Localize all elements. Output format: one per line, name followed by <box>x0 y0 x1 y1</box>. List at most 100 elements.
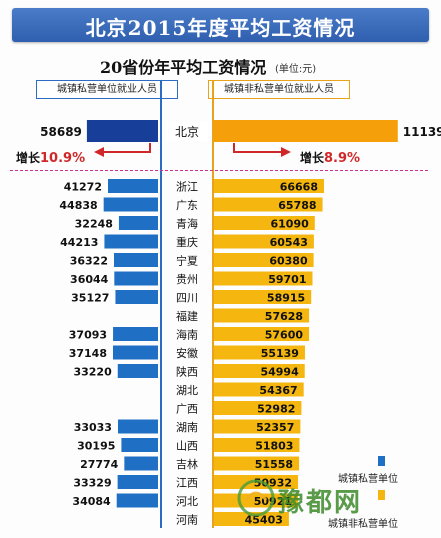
non-private-value: 50932 <box>254 477 292 490</box>
beijing-non-private-growth: 增长8.9% <box>300 149 360 166</box>
private-value: 44213 <box>60 236 98 249</box>
non-private-bar <box>214 401 302 415</box>
private-bar <box>121 438 158 452</box>
non-private-value: 60380 <box>269 255 308 268</box>
private-axis-line <box>160 80 162 528</box>
private-value: 36044 <box>70 273 109 286</box>
watermark-logo-icon <box>237 479 275 517</box>
province-label: 浙江 <box>176 181 198 194</box>
non-private-axis-line <box>212 80 214 528</box>
private-bar <box>117 475 158 489</box>
private-growth-arrowhead <box>94 147 104 157</box>
beijing-label: 北京 <box>175 125 199 139</box>
private-bar <box>114 271 158 286</box>
province-label: 安徽 <box>176 346 198 360</box>
private-value: 30195 <box>77 440 115 453</box>
province-label: 重庆 <box>176 235 198 249</box>
non-private-growth-value: 8.9% <box>324 151 361 166</box>
private-value: 35127 <box>71 292 109 305</box>
non-private-bar <box>214 253 314 267</box>
chart-subtitle: 20省份年平均工资情况 <box>100 58 267 77</box>
private-value: 37148 <box>69 347 107 360</box>
private-value: 44838 <box>59 199 97 212</box>
private-legend-label: 城镇私营单位 <box>338 474 398 485</box>
private-value: 34084 <box>72 495 111 508</box>
private-bar <box>112 345 158 360</box>
non-private-value: 51803 <box>255 440 293 453</box>
province-label: 吉林 <box>176 457 198 471</box>
non-private-legend-swatch <box>378 490 385 500</box>
province-label: 贵州 <box>176 273 198 286</box>
non-private-bar <box>214 308 310 323</box>
private-bar <box>113 327 158 341</box>
non-private-value: 57628 <box>265 310 303 323</box>
beijing-private-bar <box>86 120 158 142</box>
non-private-value: 51558 <box>255 458 293 471</box>
non-private-bar <box>214 271 313 286</box>
non-private-value: 61090 <box>271 218 310 231</box>
non-private-value: 59701 <box>268 273 306 286</box>
private-bar <box>116 493 158 508</box>
non-private-bar <box>214 364 305 378</box>
banner-title: 北京2015年度平均工资情况 <box>85 16 356 40</box>
private-value: 36322 <box>70 255 108 268</box>
non-private-value: 55139 <box>261 347 299 360</box>
private-bar <box>103 197 158 212</box>
non-private-bar <box>214 216 315 230</box>
private-value: 37093 <box>69 329 107 342</box>
non-private-value: 60543 <box>270 236 308 249</box>
non-private-value: 57600 <box>265 329 304 342</box>
private-value: 33033 <box>74 421 112 434</box>
non-private-bar <box>214 179 324 193</box>
non-private-value: 54994 <box>260 366 299 379</box>
non-private-value: 52357 <box>256 421 294 434</box>
private-bar <box>117 364 158 378</box>
beijing-label-bg <box>166 121 208 141</box>
non-private-value: 66668 <box>280 181 318 194</box>
non-private-legend-box: 城镇非私营单位就业人员 <box>208 80 350 99</box>
non-private-bar <box>214 345 305 360</box>
province-label: 山西 <box>176 440 198 453</box>
private-bar <box>117 419 158 434</box>
private-legend-box: 城镇私营单位就业人员 <box>36 80 178 99</box>
non-private-bar <box>214 197 323 212</box>
private-bar <box>108 179 158 193</box>
beijing-non-private-value: 111390 <box>403 125 441 139</box>
private-legend-swatch <box>378 456 385 466</box>
non-private-bar <box>214 290 312 304</box>
beijing-private-growth: 增长10.9% <box>16 149 85 166</box>
non-private-value: 65788 <box>278 199 316 212</box>
province-label: 宁夏 <box>176 254 198 268</box>
dashed-divider <box>10 170 428 171</box>
non-private-bar <box>214 456 300 471</box>
non-private-bar <box>214 382 304 397</box>
province-label: 四川 <box>176 292 198 305</box>
private-growth-value: 10.9% <box>40 151 86 166</box>
non-private-value: 58915 <box>267 292 305 305</box>
watermark: 豫都网 <box>236 478 360 522</box>
private-growth-arrow <box>100 143 151 153</box>
non-private-legend-label: 城镇非私营单位 <box>328 519 398 530</box>
private-growth-label: 增长 <box>16 151 41 165</box>
private-bar <box>118 216 158 230</box>
private-bar <box>124 456 158 471</box>
private-value: 27774 <box>80 458 119 471</box>
province-label: 福建 <box>176 309 198 323</box>
province-label: 湖北 <box>176 384 198 397</box>
non-private-bar <box>214 234 314 249</box>
private-value: 33329 <box>73 477 111 490</box>
non-private-bar <box>214 493 299 508</box>
non-private-bar <box>214 327 310 341</box>
beijing-non-private-bar <box>214 120 398 142</box>
non-private-growth-arrow <box>233 143 285 153</box>
private-bar <box>104 234 158 249</box>
private-value: 32248 <box>75 218 113 231</box>
private-bar <box>113 253 158 267</box>
non-private-value: 54367 <box>259 384 297 397</box>
non-private-growth-arrowhead <box>281 147 291 157</box>
title-banner: 北京2015年度平均工资情况 <box>12 8 429 42</box>
private-value: 33220 <box>73 366 112 379</box>
private-value: 41272 <box>64 181 102 194</box>
